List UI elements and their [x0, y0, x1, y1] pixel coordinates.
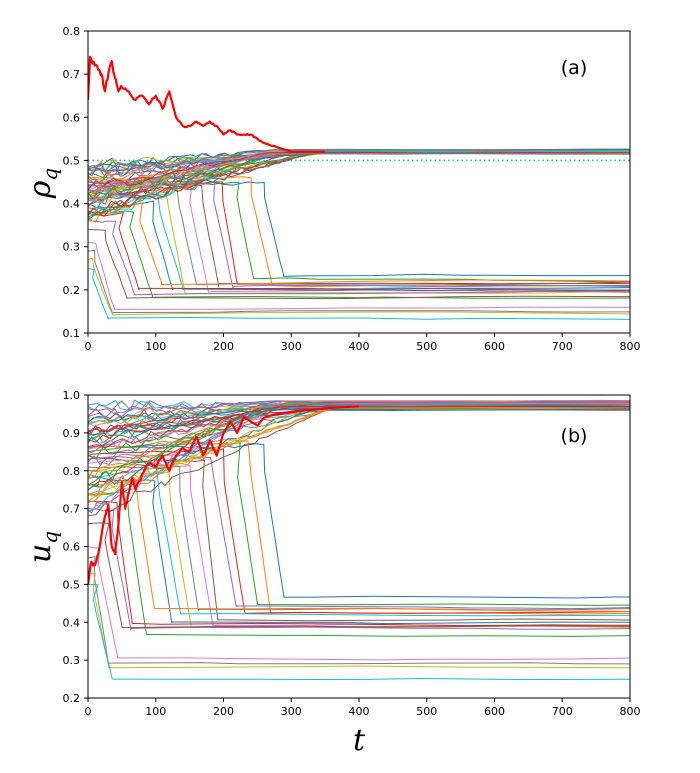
minority-trajectory [88, 465, 630, 611]
x-tick-label: 200 [213, 705, 234, 718]
minority-trajectory [88, 181, 630, 289]
majority-trajectory [88, 402, 630, 480]
y-tick-label: 0.4 [63, 198, 81, 211]
majority-trajectory [88, 406, 630, 497]
minority-trajectory [88, 210, 630, 299]
x-tick-label: 500 [416, 340, 437, 353]
minority-trajectory [88, 572, 630, 669]
axes-frame [87, 394, 631, 699]
y-tick-label: 0.1 [63, 327, 81, 340]
x-tick-label: 300 [281, 340, 302, 353]
minority-trajectory [88, 186, 630, 288]
y-tick-label: 0.5 [63, 578, 81, 591]
minority-trajectory [88, 194, 630, 291]
minority-trajectory [88, 249, 630, 313]
x-tick-label: 600 [484, 705, 505, 718]
majority-trajectory [88, 401, 630, 487]
x-tick-label: 800 [620, 340, 641, 353]
y-tick-label: 0.2 [63, 692, 81, 705]
minority-trajectory [88, 480, 630, 612]
majority-trajectory [88, 406, 630, 497]
minority-trajectory [88, 220, 630, 296]
minority-trajectory [88, 257, 630, 316]
x-tick-label: 500 [416, 705, 437, 718]
minority-trajectory [88, 476, 630, 625]
minority-trajectory [88, 522, 630, 629]
y-tick-label: 0.7 [63, 503, 81, 516]
mean-series-line [88, 55, 326, 153]
majority-trajectory [88, 401, 630, 414]
minority-trajectory [88, 454, 630, 610]
minority-trajectory [88, 267, 630, 320]
minority-trajectory [88, 500, 630, 627]
mean-series-line [88, 405, 360, 585]
majority-trajectory [88, 150, 630, 208]
y-tick-label: 1.0 [63, 389, 81, 402]
majority-trajectory [88, 151, 630, 190]
majority-trajectory [88, 401, 630, 441]
y-tick-label: 0.8 [63, 25, 81, 38]
majority-trajectory [88, 405, 630, 443]
minority-trajectory [88, 200, 630, 291]
minority-trajectory [88, 583, 630, 681]
x-tick-label: 400 [349, 340, 370, 353]
x-axis-label: t [353, 723, 366, 758]
y-axis-label: uq [23, 531, 62, 563]
y-tick-label: 0.4 [63, 616, 81, 629]
panel-b: 0 100 200 300 400 500 600 700 800 0.2 0.3 0.4 0.5 0.6… [23, 389, 641, 758]
x-tick-label: 0 [85, 340, 92, 353]
y-axis-label: ρq [23, 168, 62, 199]
panel-label: (b) [561, 425, 588, 447]
y-tick-label: 0.3 [63, 241, 81, 254]
x-tick-label: 100 [145, 705, 166, 718]
minority-trajectory [88, 448, 630, 614]
minority-trajectory [88, 180, 630, 283]
minority-trajectory [88, 490, 630, 637]
y-axis-label-symbol: u [23, 544, 58, 563]
x-tick-label: 300 [281, 705, 302, 718]
minority-trajectory [88, 508, 630, 631]
plot-area [88, 399, 630, 681]
minority-trajectory [88, 184, 630, 287]
y-tick-label: 0.9 [63, 427, 81, 440]
y-tick-label: 0.5 [63, 154, 81, 167]
panel-a: 0 100 200 300 400 500 600 700 800 0.1 0.2 0.3 0.4 0.5… [23, 25, 641, 353]
x-tick-label: 100 [145, 340, 166, 353]
y-tick-label: 0.3 [63, 654, 81, 667]
minority-trajectory [88, 457, 630, 622]
y-axis-label-symbol: ρ [23, 180, 58, 199]
minority-trajectory [88, 241, 630, 310]
majority-trajectory [88, 408, 630, 491]
majority-trajectory [88, 400, 630, 426]
minority-trajectory [88, 229, 630, 300]
y-tick-label: 0.6 [63, 541, 81, 554]
majority-trajectory [88, 408, 630, 423]
majority-trajectory [88, 152, 630, 174]
y-tick-label: 0.8 [63, 465, 81, 478]
x-tick-label: 700 [552, 340, 573, 353]
y-axis-label-subscript: q [38, 168, 62, 181]
x-tick-label: 800 [620, 705, 641, 718]
minority-trajectory [88, 202, 630, 286]
majority-trajectory [88, 407, 630, 460]
y-tick-label: 0.7 [63, 68, 81, 81]
x-tick-label: 700 [552, 705, 573, 718]
x-tick-label: 200 [213, 340, 234, 353]
plot-area [88, 55, 630, 320]
y-tick-label: 0.6 [63, 111, 81, 124]
panel-label: (a) [561, 57, 587, 79]
majority-trajectory [88, 399, 630, 419]
minority-trajectory [88, 193, 630, 295]
x-tick-label: 400 [349, 705, 370, 718]
y-tick-label: 0.2 [63, 284, 81, 297]
x-tick-label: 600 [484, 340, 505, 353]
minority-trajectory [88, 467, 630, 617]
x-tick-label: 0 [85, 705, 92, 718]
minority-trajectory [88, 546, 630, 661]
majority-trajectory [88, 401, 630, 449]
majority-trajectory [88, 399, 630, 512]
minority-trajectory [88, 211, 630, 292]
y-axis-label-subscript: q [38, 531, 62, 544]
